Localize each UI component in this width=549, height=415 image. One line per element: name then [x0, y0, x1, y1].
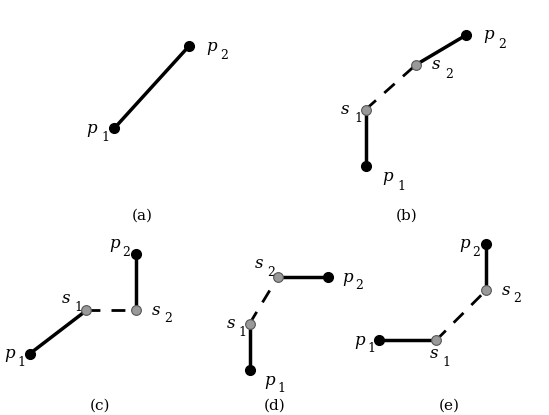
Text: p: p	[459, 235, 469, 252]
Text: p: p	[87, 120, 97, 137]
Text: 1: 1	[74, 300, 82, 314]
Text: 1: 1	[277, 382, 285, 395]
Text: s: s	[502, 282, 510, 299]
Text: 1: 1	[239, 326, 247, 339]
Text: (c): (c)	[89, 399, 110, 413]
Text: p: p	[383, 168, 393, 185]
Text: 1: 1	[354, 112, 362, 125]
Text: s: s	[341, 101, 349, 118]
Text: (e): (e)	[439, 399, 460, 413]
Text: p: p	[343, 269, 353, 286]
Text: (d): (d)	[264, 399, 285, 413]
Text: 2: 2	[122, 246, 130, 259]
Text: 2: 2	[355, 279, 363, 292]
Text: 1: 1	[101, 131, 109, 144]
Text: (a): (a)	[132, 208, 153, 222]
Text: 2: 2	[221, 49, 228, 62]
Text: 1: 1	[367, 342, 375, 355]
Text: (b): (b)	[396, 208, 418, 222]
Text: p: p	[354, 332, 365, 349]
Text: p: p	[484, 27, 494, 43]
Text: 2: 2	[164, 312, 172, 325]
Text: p: p	[264, 372, 275, 389]
Text: 1: 1	[18, 356, 25, 369]
Text: 1: 1	[397, 180, 405, 193]
Text: 2: 2	[472, 246, 480, 259]
Text: s: s	[432, 56, 441, 73]
Text: 1: 1	[442, 356, 450, 369]
Text: s: s	[430, 345, 439, 362]
Text: s: s	[227, 315, 236, 332]
Text: p: p	[109, 235, 120, 252]
Text: s: s	[62, 290, 71, 307]
Text: p: p	[4, 345, 15, 362]
Text: p: p	[206, 38, 217, 54]
Text: 2: 2	[446, 68, 453, 81]
Text: 2: 2	[514, 292, 522, 305]
Text: 2: 2	[267, 266, 275, 278]
Text: s: s	[255, 255, 264, 272]
Text: 2: 2	[498, 38, 506, 51]
Text: s: s	[152, 302, 160, 319]
